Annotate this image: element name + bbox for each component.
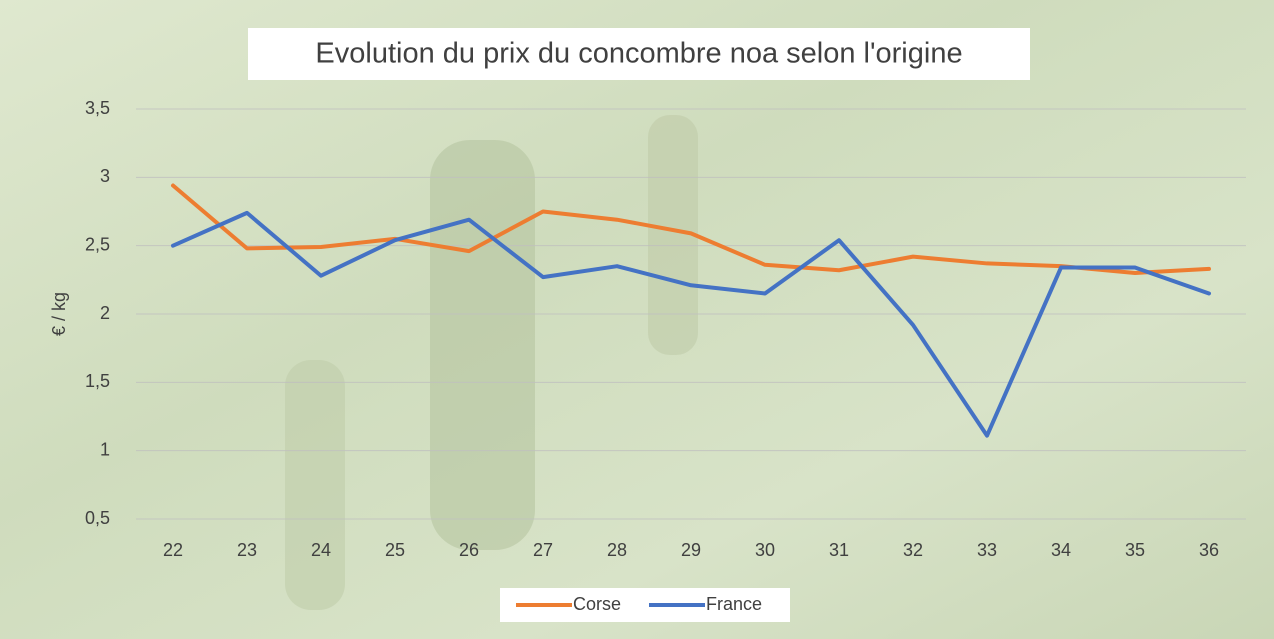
y-tick-label: 1 xyxy=(100,439,110,459)
chart: Evolution du prix du concombre noa selon… xyxy=(0,0,1274,639)
x-tick-label: 24 xyxy=(311,540,331,560)
y-tick-label: 3,5 xyxy=(85,98,110,118)
x-tick-label: 29 xyxy=(681,540,701,560)
x-tick-label: 26 xyxy=(459,540,479,560)
x-tick-label: 36 xyxy=(1199,540,1219,560)
x-tick-label: 35 xyxy=(1125,540,1145,560)
legend-label: Corse xyxy=(573,594,621,614)
x-tick-label: 32 xyxy=(903,540,923,560)
x-tick-label: 25 xyxy=(385,540,405,560)
x-tick-label: 33 xyxy=(977,540,997,560)
x-tick-label: 28 xyxy=(607,540,627,560)
y-axis-label: € / kg xyxy=(49,292,69,336)
y-tick-label: 3 xyxy=(100,166,110,186)
y-tick-label: 1,5 xyxy=(85,371,110,391)
decor-cucumber xyxy=(430,140,535,550)
page: {"chart_data": {"type": "line", "title":… xyxy=(0,0,1274,639)
y-tick-label: 0,5 xyxy=(85,508,110,528)
background xyxy=(0,0,1274,639)
x-tick-label: 31 xyxy=(829,540,849,560)
chart-title: Evolution du prix du concombre noa selon… xyxy=(315,38,962,70)
x-tick-label: 27 xyxy=(533,540,553,560)
x-tick-label: 22 xyxy=(163,540,183,560)
decor-cucumber xyxy=(285,360,345,610)
x-tick-label: 30 xyxy=(755,540,775,560)
x-tick-label: 23 xyxy=(237,540,257,560)
x-tick-label: 34 xyxy=(1051,540,1071,560)
y-tick-label: 2 xyxy=(100,303,110,323)
y-tick-label: 2,5 xyxy=(85,234,110,254)
legend-label: France xyxy=(706,594,762,614)
